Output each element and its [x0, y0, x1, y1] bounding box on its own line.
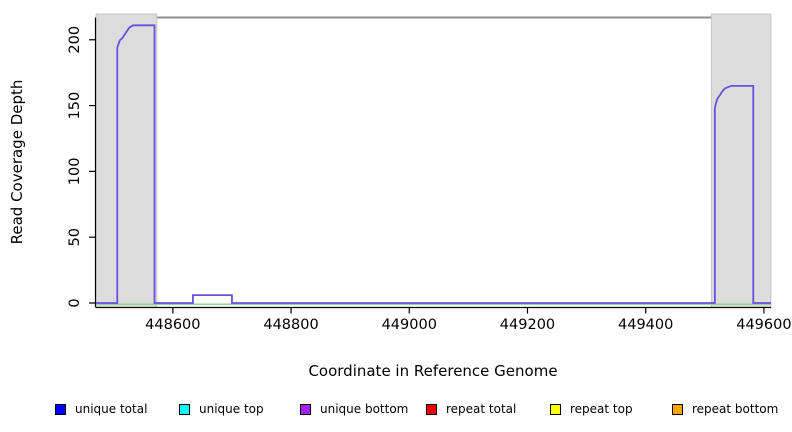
legend-swatch-unique-top [179, 403, 190, 415]
legend-item-unique-bottom: unique bottom [300, 398, 408, 420]
legend-label: unique top [199, 402, 264, 416]
y-tick-label: 150 [67, 92, 83, 120]
legend: unique total unique top unique bottom repea… [0, 398, 792, 424]
y-tick-label: 200 [67, 26, 83, 54]
coverage-line [96, 24, 771, 304]
chart-canvas: 448600 448800 449000 449200 449400 449600 0 50 1… [8, 13, 792, 380]
legend-swatch-repeat-total [426, 403, 437, 415]
legend-swatch-repeat-bottom [672, 403, 683, 415]
y-tick-label: 100 [67, 158, 83, 186]
legend-label: repeat bottom [692, 402, 779, 416]
legend-swatch-repeat-top [550, 403, 561, 415]
legend-item-unique-top: unique top [179, 398, 264, 420]
legend-label: repeat top [570, 402, 633, 416]
legend-label: unique bottom [320, 402, 409, 416]
x-axis-title: Coordinate in Reference Genome [308, 362, 557, 380]
legend-item-repeat-top: repeat top [550, 398, 633, 420]
x-tick-label: 449200 [500, 317, 555, 333]
left-repeat-masked-region [95, 13, 158, 308]
x-tick-label: 448800 [263, 317, 318, 333]
y-axis-title: Read Coverage Depth [8, 80, 26, 245]
legend-swatch-unique-bottom [300, 403, 311, 415]
x-tick-label: 448600 [145, 317, 200, 333]
x-tick-label: 449000 [382, 317, 437, 333]
x-tick-label: 449600 [736, 317, 791, 333]
right-repeat-masked-region [710, 13, 772, 308]
legend-item-unique-total: unique total [55, 398, 147, 420]
y-tick-label: 50 [67, 228, 83, 246]
legend-item-repeat-total: repeat total [426, 398, 516, 420]
legend-label: repeat total [446, 402, 517, 416]
x-tick-label: 449400 [618, 317, 673, 333]
y-tick-label: 0 [67, 298, 83, 307]
legend-item-repeat-bottom: repeat bottom [672, 398, 778, 420]
legend-label: unique total [75, 402, 148, 416]
legend-swatch-unique-total [55, 403, 66, 415]
